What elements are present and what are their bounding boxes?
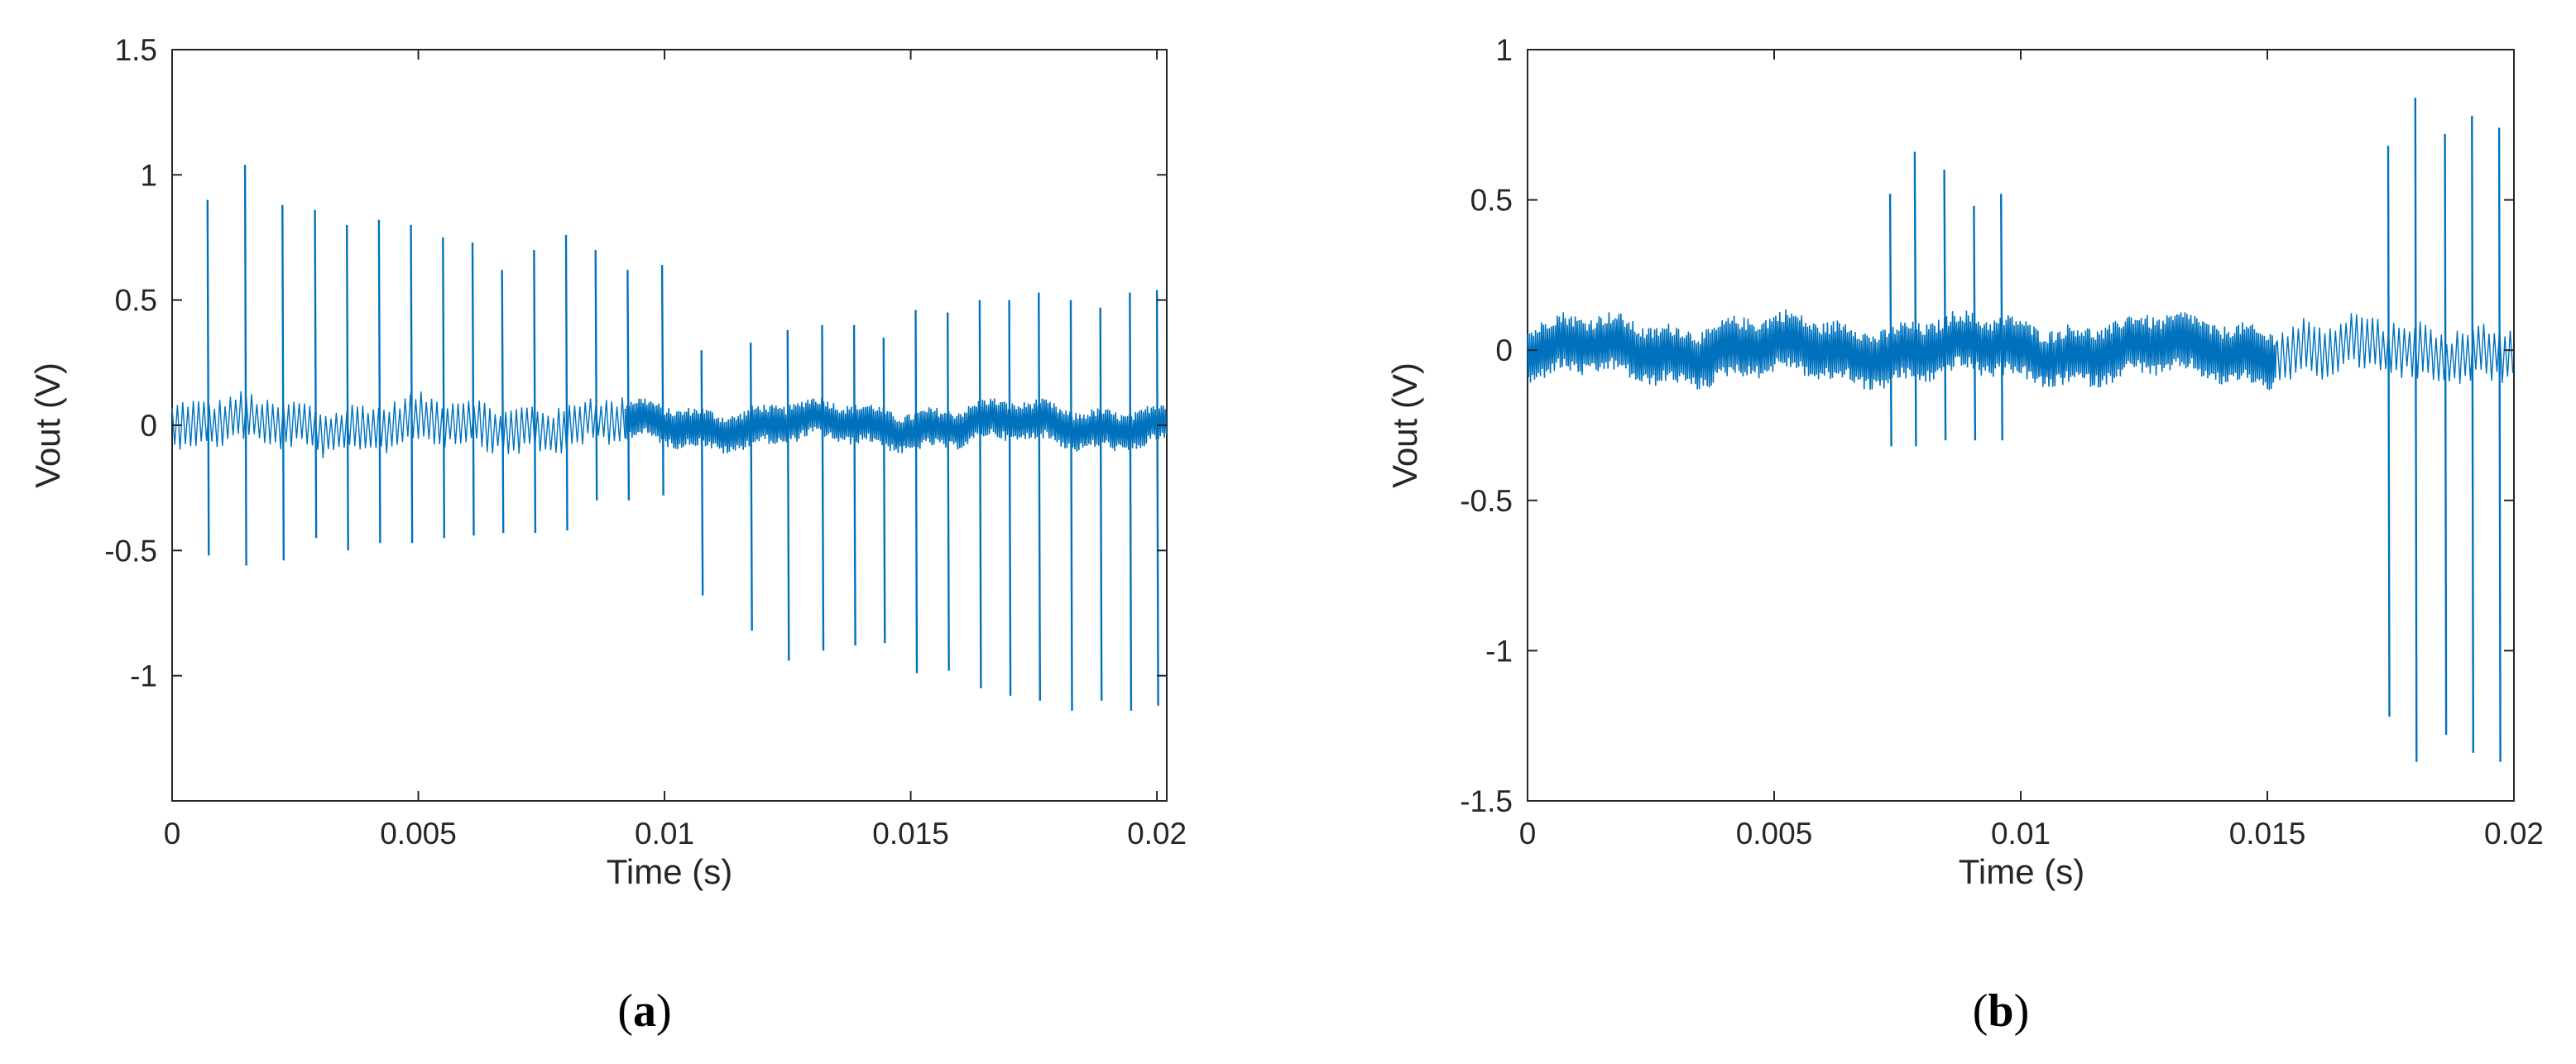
xtick-label-b-3: 0.015 <box>2229 817 2306 851</box>
xlabel-a: Time (s) <box>607 852 732 891</box>
xtick-label-b-1: 0.005 <box>1736 817 1813 851</box>
spike-a-29 <box>1155 290 1159 707</box>
ytick-label-a-5: -1 <box>130 659 157 693</box>
baseline-noise-b-0 <box>1527 309 2277 391</box>
spike-b-1 <box>1913 151 1917 447</box>
ytick-label-a-0: 1.5 <box>115 33 157 67</box>
spike-a-5 <box>377 219 381 544</box>
ytick-label-b-0: 1 <box>1495 33 1513 67</box>
panel-b: 0 0.005 0.01 0.015 0.02 1 0.5 0 -0.5 -1 -1.5 Time … <box>1385 33 2544 1037</box>
spike-a-17 <box>786 329 790 661</box>
plot-area-b <box>1527 49 2515 802</box>
panel-label-b: (b) <box>1973 985 2029 1037</box>
spike-a-28 <box>1129 292 1133 712</box>
spike-a-24 <box>1008 300 1012 696</box>
plot-b-series <box>1527 98 2514 762</box>
ytick-label-b-5: -1.5 <box>1460 784 1513 818</box>
ytick-label-b-4: -1 <box>1485 634 1513 668</box>
spike-a-12 <box>594 250 598 501</box>
spike-a-20 <box>882 338 886 644</box>
spike-a-21 <box>914 309 919 673</box>
ticks-b: 0 0.005 0.01 0.015 0.02 1 0.5 0 -0.5 -1 -1.5 <box>1460 33 2544 851</box>
spike-b-2 <box>1943 170 1947 441</box>
panel-label-a: (a) <box>617 985 671 1037</box>
spike-b-6 <box>2414 98 2418 762</box>
spike-a-27 <box>1099 307 1103 701</box>
spike-a-1 <box>243 165 247 566</box>
xtick-label-a-3: 0.015 <box>872 817 949 851</box>
baseline-noise-a-1 <box>624 397 1168 454</box>
ytick-label-a-3: 0 <box>140 409 157 443</box>
spike-a-23 <box>978 300 982 688</box>
xtick-label-a-2: 0.01 <box>635 817 694 851</box>
spike-b-9 <box>2497 127 2502 762</box>
ticks-a: 0 0.005 0.01 0.015 0.02 1.5 1 0.5 0 -0.5 -1 <box>104 33 1187 851</box>
panel-label-b-letter: b <box>1988 985 2013 1037</box>
xtick-label-a-1: 0.005 <box>380 817 457 851</box>
spike-a-3 <box>314 209 318 539</box>
xtick-label-b-4: 0.02 <box>2484 817 2544 851</box>
spike-a-11 <box>564 234 568 531</box>
spike-b-3 <box>1973 205 1977 441</box>
spike-a-14 <box>660 265 664 496</box>
ytick-label-a-1: 1 <box>140 158 157 192</box>
spike-a-13 <box>626 270 631 501</box>
spike-a-18 <box>821 324 825 651</box>
xlabel-b: Time (s) <box>1959 852 2084 891</box>
spike-a-15 <box>700 350 704 596</box>
ytick-label-b-1: 0.5 <box>1470 184 1513 218</box>
ytick-label-a-2: 0.5 <box>115 284 157 318</box>
xtick-label-a-4: 0.02 <box>1127 817 1187 851</box>
plot-a-series <box>171 165 1168 712</box>
spike-a-8 <box>471 242 475 536</box>
spike-a-9 <box>501 270 505 534</box>
xtick-label-b-2: 0.01 <box>1991 817 2051 851</box>
spike-a-22 <box>946 312 950 671</box>
spike-a-19 <box>852 324 856 646</box>
spike-a-7 <box>442 237 445 539</box>
xtick-label-a-0: 0 <box>164 817 181 851</box>
spike-b-4 <box>1999 194 2003 441</box>
spike-b-0 <box>1888 194 1892 447</box>
spike-a-25 <box>1038 292 1042 701</box>
baseline-noise-b-1 <box>2276 313 2514 384</box>
panel-label-a-letter: a <box>633 985 656 1037</box>
spike-a-16 <box>750 343 753 631</box>
ylabel-b: Vout (V) <box>1385 362 1424 488</box>
spike-a-2 <box>281 204 285 561</box>
ytick-label-b-2: 0 <box>1495 333 1513 367</box>
ylabel-a: Vout (V) <box>28 362 67 488</box>
spike-b-8 <box>2471 115 2475 753</box>
panel-a: 0 0.005 0.01 0.015 0.02 1.5 1 0.5 0 -0.5 -1 Time (… <box>28 33 1187 1037</box>
spike-a-4 <box>346 224 349 551</box>
spike-b-5 <box>2387 146 2391 717</box>
baseline-noise-a-0 <box>171 391 626 459</box>
spike-a-6 <box>410 224 414 544</box>
ytick-label-b-3: -0.5 <box>1460 484 1513 518</box>
spike-a-26 <box>1069 300 1073 712</box>
ytick-label-a-4: -0.5 <box>104 534 157 568</box>
spike-a-0 <box>206 199 210 556</box>
spike-b-7 <box>2444 133 2448 736</box>
spike-a-10 <box>533 250 537 534</box>
xtick-label-b-0: 0 <box>1519 817 1537 851</box>
